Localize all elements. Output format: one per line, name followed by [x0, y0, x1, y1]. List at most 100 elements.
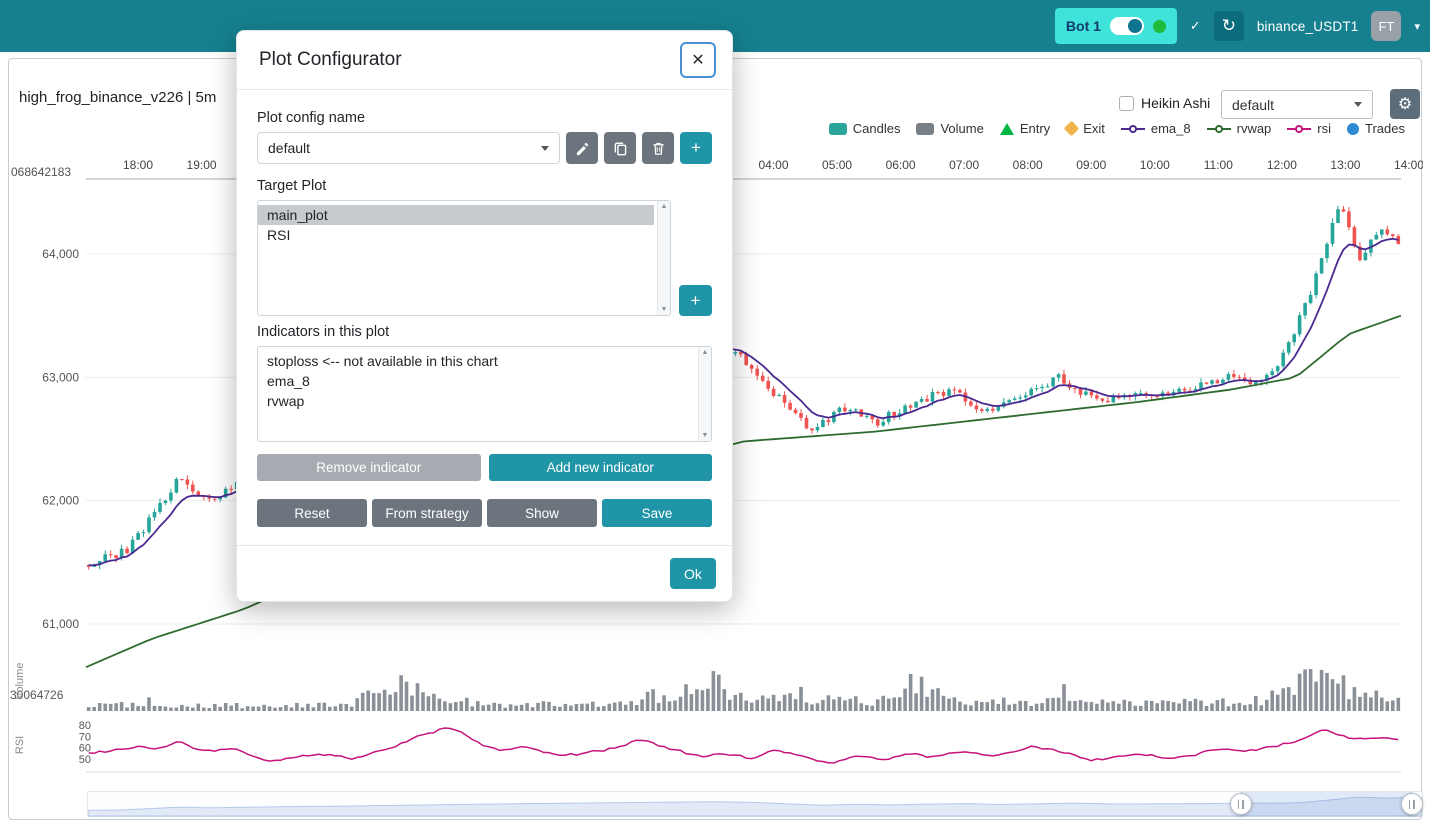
candle	[97, 561, 102, 566]
volume-bar	[377, 693, 381, 711]
rsi-axis-tick: 60	[79, 743, 91, 755]
bot-selector[interactable]: Bot 1	[1054, 8, 1177, 44]
candle	[1341, 209, 1346, 212]
scrollbar[interactable]: ▲ ▼	[657, 201, 670, 315]
legend-item-rsi[interactable]: rsi	[1287, 121, 1331, 136]
volume-bar	[476, 701, 480, 711]
plus-icon: +	[690, 290, 701, 310]
candle	[1166, 392, 1170, 396]
ok-button[interactable]: Ok	[670, 558, 716, 589]
show-button[interactable]: Show	[487, 499, 597, 527]
candle	[1204, 382, 1209, 384]
candle	[854, 409, 858, 411]
candle	[821, 420, 825, 427]
volume-bar	[465, 697, 469, 711]
candle	[125, 548, 129, 554]
legend-label: Exit	[1083, 121, 1105, 136]
volume-bar	[1133, 705, 1138, 711]
volume-bar	[1226, 706, 1231, 711]
plot-config-select[interactable]: default	[1221, 90, 1373, 119]
toggle-knob	[1127, 19, 1142, 33]
scroll-up-icon[interactable]: ▲	[701, 349, 709, 356]
config-name-select[interactable]: default	[257, 132, 560, 164]
volume-bar	[1095, 703, 1099, 711]
add-config-button[interactable]: +	[680, 132, 712, 164]
volume-bar	[771, 694, 776, 711]
volume-bar	[919, 676, 924, 711]
candle	[191, 484, 195, 492]
candle	[799, 413, 803, 418]
scrollbar[interactable]: ▲ ▼	[698, 347, 711, 441]
volume-bar	[229, 705, 233, 711]
indicator-item[interactable]: ema_8	[267, 373, 310, 389]
volume-axis-label: 30064726	[10, 688, 64, 702]
refresh-button[interactable]: ↻	[1213, 11, 1244, 41]
legend-item-entry[interactable]: Entry	[999, 121, 1050, 136]
candle	[1369, 239, 1373, 253]
volume-bar	[941, 695, 946, 711]
heikin-ashi-label: Heikin Ashi	[1141, 95, 1211, 111]
legend-item-exit[interactable]: Exit	[1063, 120, 1105, 137]
candle	[1078, 388, 1083, 395]
reset-button[interactable]: Reset	[257, 499, 367, 527]
candle	[980, 409, 984, 411]
indicator-item[interactable]: rvwap	[267, 393, 305, 409]
target-plot-listbox[interactable]: ▲ ▼ main_plot RSI	[257, 200, 671, 316]
user-menu-caret-icon[interactable]: ▾	[1414, 20, 1420, 33]
bot-toggle-switch[interactable]	[1109, 17, 1144, 35]
candle	[1330, 223, 1335, 244]
datazoom-window[interactable]	[1240, 792, 1412, 816]
legend-item-candles[interactable]: Candles	[828, 121, 900, 136]
volume-bar	[366, 690, 370, 711]
volume-bar	[1237, 702, 1242, 711]
volume-bar	[1056, 697, 1061, 711]
indicators-listbox[interactable]: ▲ ▼ stoploss <-- not available in this c…	[257, 346, 712, 442]
volume-bar	[1040, 703, 1044, 711]
duplicate-config-button[interactable]	[604, 132, 636, 164]
datazoom-handle-right[interactable]	[1400, 793, 1423, 815]
candle	[1210, 380, 1214, 384]
scroll-down-icon[interactable]: ▼	[660, 306, 668, 313]
rsi-axis-tick: 50	[79, 754, 91, 766]
edit-config-button[interactable]	[566, 132, 598, 164]
target-plot-item[interactable]: RSI	[267, 227, 291, 243]
heikin-ashi-checkbox[interactable]	[1119, 95, 1134, 111]
volume-bar	[815, 703, 820, 711]
volume-bar	[1144, 700, 1148, 711]
volume-bar	[317, 702, 321, 711]
check-icon: ✓	[1189, 18, 1201, 33]
volume-bar	[328, 706, 332, 711]
datazoom-handle-left[interactable]	[1229, 793, 1252, 815]
save-button[interactable]: Save	[602, 499, 712, 527]
scroll-up-icon[interactable]: ▲	[660, 203, 668, 210]
modal-close-button[interactable]: ✕	[680, 42, 716, 78]
delete-config-button[interactable]	[642, 132, 674, 164]
modal-footer: Ok	[237, 545, 732, 601]
volume-bar	[728, 699, 732, 711]
user-avatar[interactable]: FT	[1371, 11, 1402, 41]
candle	[974, 405, 979, 410]
add-plot-button[interactable]: +	[679, 285, 712, 316]
volume-bar	[936, 688, 940, 711]
indicator-item[interactable]: stoploss <-- not available in this chart	[267, 353, 498, 369]
volume-bar	[530, 707, 535, 711]
candle	[991, 408, 995, 411]
target-plot-item[interactable]: main_plot	[258, 205, 654, 225]
volume-bar	[492, 702, 496, 711]
plot-settings-button[interactable]: ⚙	[1390, 89, 1420, 119]
legend-label: ema_8	[1150, 121, 1191, 136]
remove-indicator-button[interactable]: Remove indicator	[257, 454, 481, 481]
from-strategy-button[interactable]: From strategy	[372, 499, 482, 527]
legend-item-trades[interactable]: Trades	[1347, 121, 1405, 136]
indicator-actions-row: Remove indicator Add new indicator	[257, 454, 712, 481]
volume-bar	[1018, 700, 1022, 711]
legend-item-rvwap[interactable]: rvwap	[1206, 121, 1271, 136]
legend-item-ema_8[interactable]: ema_8	[1120, 121, 1191, 136]
scroll-down-icon[interactable]: ▼	[701, 432, 709, 439]
bot-online-indicator	[1152, 19, 1166, 33]
add-new-indicator-button[interactable]: Add new indicator	[488, 454, 712, 481]
candle	[130, 539, 135, 554]
legend-item-volume[interactable]: Volume	[916, 121, 984, 136]
datazoom-slider[interactable]	[87, 791, 1423, 817]
candle	[108, 554, 113, 556]
